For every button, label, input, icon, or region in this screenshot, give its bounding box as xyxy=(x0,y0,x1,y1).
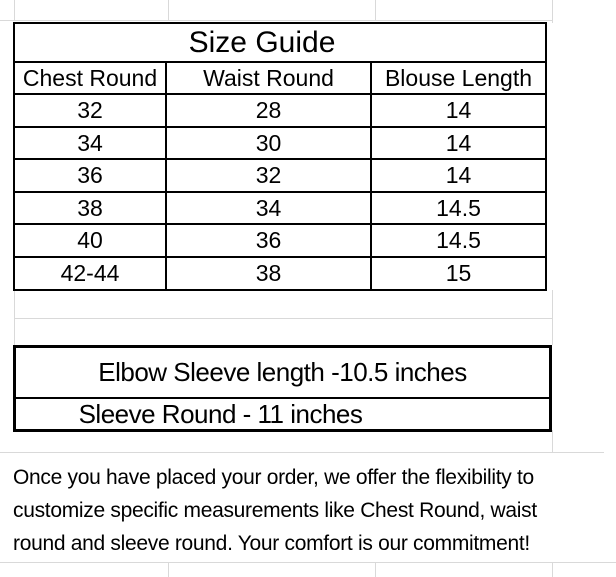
table-row: 38 34 14.5 xyxy=(13,191,547,225)
sheet-gridline xyxy=(0,20,552,21)
sheet-gridline xyxy=(14,0,15,20)
size-cell: 34 xyxy=(165,191,372,225)
sleeve-round-text: Sleeve Round - 11 inches xyxy=(78,398,363,429)
note-line: customize specific measurements like Che… xyxy=(13,499,537,522)
sheet-gridline xyxy=(552,290,553,345)
sheet-gridline xyxy=(168,562,169,577)
table-row: 36 32 14 xyxy=(13,158,547,193)
sheet-gridline xyxy=(0,452,604,453)
size-cell: 32 xyxy=(165,158,372,193)
size-cell: 14.5 xyxy=(370,223,547,258)
column-header-chest-round: Chest Round xyxy=(13,61,167,95)
table-row: 40 36 14.5 xyxy=(13,223,547,258)
sleeve-round-row: Sleeve Round - 11 inches xyxy=(16,399,549,429)
size-cell: 14.5 xyxy=(370,191,547,225)
sheet-gridline xyxy=(14,318,552,319)
table-row: 32 28 14 xyxy=(13,93,547,128)
size-guide-table: Size Guide Chest Round Waist Round Blous… xyxy=(13,22,547,291)
size-cell: 15 xyxy=(370,256,547,291)
table-header-row: Chest Round Waist Round Blouse Length xyxy=(13,61,547,95)
customization-note: Once you have placed your order, we offe… xyxy=(13,461,537,560)
sheet-gridline xyxy=(552,562,553,577)
sheet-gridline xyxy=(375,562,376,577)
note-line: round and sleeve round. Your comfort is … xyxy=(13,532,530,555)
size-cell: 14 xyxy=(370,93,547,128)
size-cell: 36 xyxy=(165,223,372,258)
size-cell: 14 xyxy=(370,126,547,160)
sheet-gridline xyxy=(0,562,616,563)
sheet-gridline xyxy=(552,0,553,23)
size-cell: 30 xyxy=(165,126,372,160)
size-cell: 40 xyxy=(13,223,167,258)
sleeve-info-box: Elbow Sleeve length -10.5 inches Sleeve … xyxy=(13,345,552,432)
size-cell: 34 xyxy=(13,126,167,160)
size-cell: 14 xyxy=(370,158,547,193)
sheet-gridline xyxy=(168,0,169,20)
size-guide-title: Size Guide xyxy=(13,22,547,63)
size-cell: 38 xyxy=(165,256,372,291)
table-row: 42-44 38 15 xyxy=(13,256,547,291)
size-guide-title-text: Size Guide xyxy=(188,25,336,59)
column-header-waist-round: Waist Round xyxy=(165,61,372,95)
sheet-gridline xyxy=(375,0,376,20)
elbow-sleeve-length-text: Elbow Sleeve length -10.5 inches xyxy=(98,357,467,387)
size-cell: 36 xyxy=(13,158,167,193)
note-line: Once you have placed your order, we offe… xyxy=(13,466,534,489)
table-row: 34 30 14 xyxy=(13,126,547,160)
column-header-blouse-length: Blouse Length xyxy=(370,61,547,95)
sheet-gridline xyxy=(14,290,15,345)
elbow-sleeve-length-row: Elbow Sleeve length -10.5 inches xyxy=(16,348,549,399)
size-cell: 42-44 xyxy=(13,256,167,291)
sheet-gridline xyxy=(552,430,553,452)
size-cell: 38 xyxy=(13,191,167,225)
size-cell: 28 xyxy=(165,93,372,128)
table-row: Size Guide xyxy=(13,22,547,63)
size-cell: 32 xyxy=(13,93,167,128)
